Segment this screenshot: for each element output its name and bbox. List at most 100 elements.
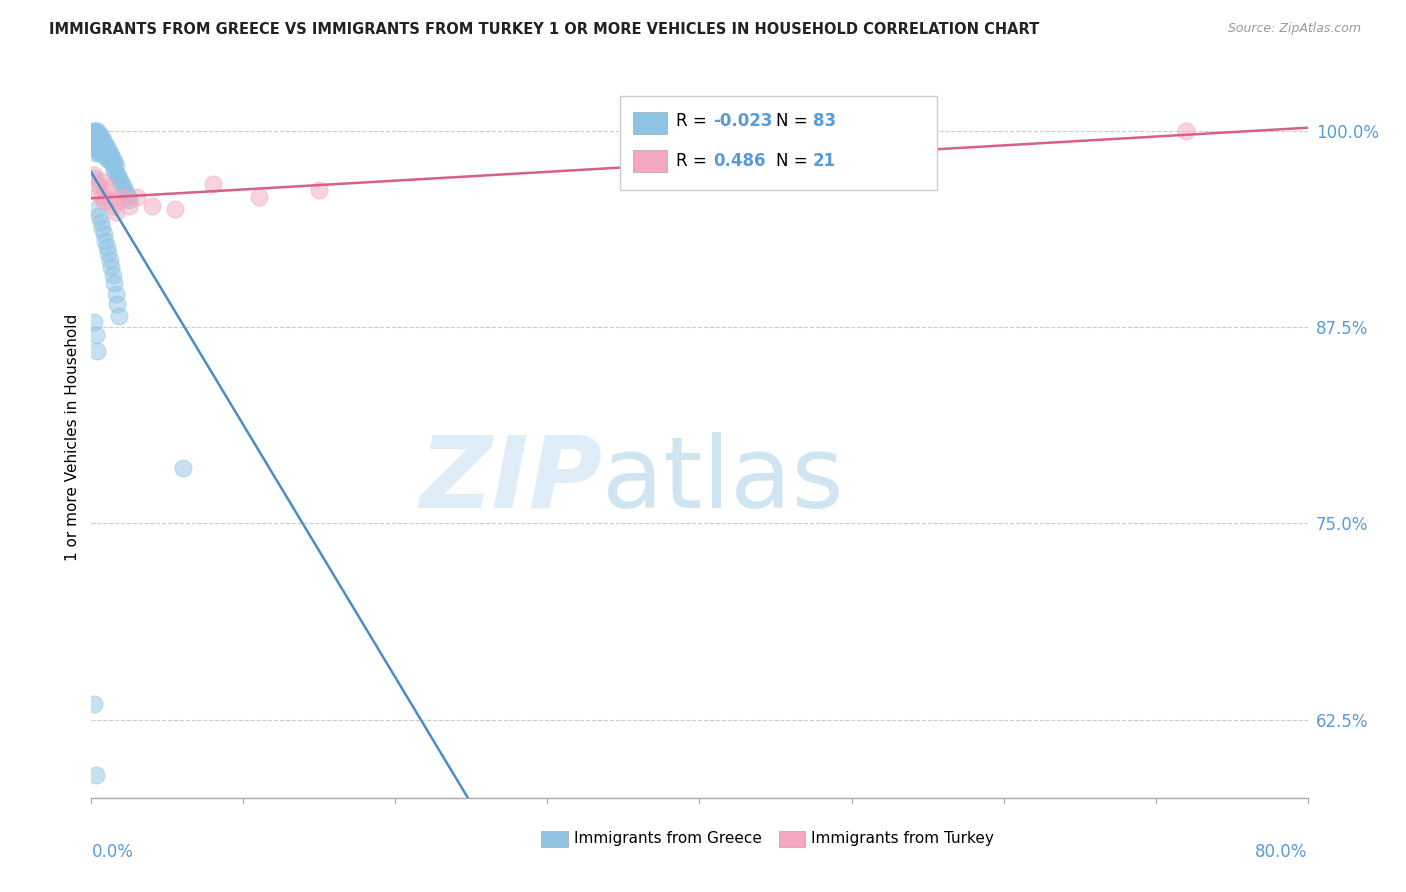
Point [105, 296, 128, 310]
Point [97, 246, 120, 260]
Point [94, 184, 117, 198]
Point [86, 128, 108, 143]
Point [83, 315, 105, 329]
Point [83, 127, 105, 141]
Text: 80.0%: 80.0% [1256, 843, 1308, 861]
Point [91, 143, 114, 157]
Point [86, 202, 108, 217]
Point [91, 190, 114, 204]
Point [83, 131, 105, 145]
Point [87, 186, 110, 201]
Point [112, 180, 135, 194]
Point [96, 145, 118, 160]
Point [98, 193, 121, 207]
Point [83, 170, 105, 185]
Point [118, 199, 141, 213]
Point [96, 139, 118, 153]
Point [115, 186, 138, 201]
Text: Source: ZipAtlas.com: Source: ZipAtlas.com [1227, 22, 1361, 36]
Point [93, 227, 115, 242]
Point [97, 149, 120, 163]
Point [141, 199, 163, 213]
Bar [633, 112, 666, 134]
Point [172, 461, 194, 475]
Point [83, 141, 105, 155]
Point [1174, 124, 1197, 138]
Point [107, 170, 129, 185]
Text: 0.486: 0.486 [713, 152, 765, 170]
Point [89, 133, 111, 147]
Text: IMMIGRANTS FROM GREECE VS IMMIGRANTS FROM TURKEY 1 OR MORE VEHICLES IN HOUSEHOLD: IMMIGRANTS FROM GREECE VS IMMIGRANTS FRO… [49, 22, 1039, 37]
Point [89, 174, 111, 188]
Point [100, 149, 122, 163]
Point [103, 276, 125, 290]
Text: Immigrants from Greece: Immigrants from Greece [574, 831, 762, 847]
Point [87, 209, 110, 223]
Point [107, 309, 129, 323]
Point [83, 697, 105, 711]
Point [107, 193, 129, 207]
Point [91, 131, 114, 145]
Text: 83: 83 [813, 112, 835, 130]
Point [163, 202, 186, 217]
Point [87, 145, 110, 160]
Point [114, 184, 136, 198]
Point [111, 190, 134, 204]
Point [87, 131, 110, 145]
Text: N =: N = [776, 152, 813, 170]
Text: ZIP: ZIP [419, 432, 602, 529]
Point [308, 184, 330, 198]
Point [96, 152, 118, 166]
Bar [541, 830, 568, 847]
Point [93, 145, 115, 160]
Point [84, 136, 107, 151]
Point [96, 240, 118, 254]
Point [86, 137, 108, 152]
Point [98, 252, 121, 267]
Point [103, 163, 125, 178]
Point [86, 143, 108, 157]
Point [96, 180, 118, 194]
Point [93, 194, 115, 209]
Text: N =: N = [776, 112, 813, 130]
Point [83, 136, 105, 151]
Point [101, 152, 124, 166]
Point [84, 141, 107, 155]
Point [91, 136, 114, 151]
Point [104, 205, 127, 219]
Point [84, 768, 107, 782]
Text: R =: R = [676, 112, 713, 130]
Point [82, 131, 104, 145]
Point [104, 158, 127, 172]
Point [104, 166, 127, 180]
Point [97, 143, 120, 157]
Point [83, 168, 105, 182]
Point [100, 260, 122, 275]
Point [84, 127, 107, 141]
Point [98, 145, 121, 160]
Bar [620, 96, 936, 190]
Point [247, 190, 270, 204]
Point [125, 190, 148, 204]
Point [94, 149, 117, 163]
Point [84, 124, 107, 138]
Point [84, 328, 107, 343]
Point [84, 131, 107, 145]
Point [94, 137, 117, 152]
Point [117, 190, 139, 204]
Point [89, 215, 111, 229]
Point [87, 136, 110, 151]
Point [93, 139, 115, 153]
Point [104, 287, 127, 301]
Point [94, 143, 117, 157]
Point [87, 141, 110, 155]
Point [111, 177, 134, 191]
Point [86, 343, 108, 358]
Point [89, 139, 111, 153]
Point [101, 268, 124, 283]
Point [86, 177, 108, 191]
Text: 0.0%: 0.0% [91, 843, 134, 861]
Point [91, 147, 114, 161]
Point [98, 152, 121, 166]
Point [87, 127, 110, 141]
